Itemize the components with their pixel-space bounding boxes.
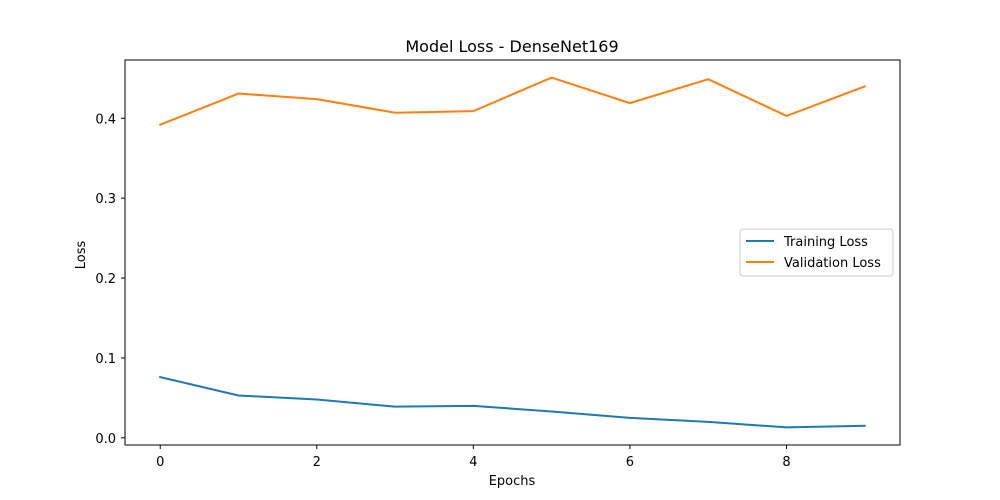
x-tick-label: 2 [313,455,321,470]
legend: Training Loss Validation Loss [739,228,894,277]
x-tick-label: 8 [782,455,790,470]
series-layer [158,76,867,429]
x-tick-label: 4 [469,455,477,470]
x-axis-label: Epochs [489,474,536,489]
y-tick-label: 0.4 [95,112,116,127]
chart-title: Model Loss - DenseNet169 [405,37,618,56]
series-line-training-loss [159,375,866,429]
legend-label-training-loss: Training Loss [783,235,868,250]
y-axis: 0.0 0.1 0.2 0.3 0.4 [95,112,125,447]
plot-area [124,59,901,446]
legend-box [739,228,894,277]
x-tick-label: 6 [626,455,634,470]
legend-label-validation-loss: Validation Loss [784,256,881,271]
y-axis-label: Loss [74,241,89,270]
x-tick-label: 0 [156,455,164,470]
y-tick-label: 0.2 [95,272,116,287]
y-tick-label: 0.1 [95,352,116,367]
axes-frame [124,59,901,446]
y-tick-label: 0.0 [95,432,116,447]
series-line-validation-loss [158,76,867,126]
x-axis: 0 2 4 6 8 [156,445,791,470]
y-tick-label: 0.3 [95,192,116,207]
